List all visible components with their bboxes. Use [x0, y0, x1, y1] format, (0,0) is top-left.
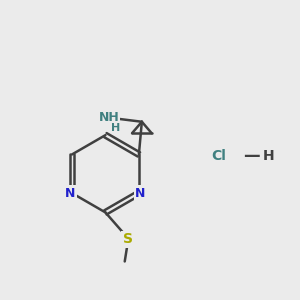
Text: S: S [123, 232, 133, 246]
Text: —: — [243, 147, 260, 165]
Text: Cl: Cl [211, 149, 226, 163]
Text: N: N [65, 187, 76, 200]
Text: H: H [111, 123, 120, 133]
Text: NH: NH [99, 111, 119, 124]
Text: N: N [135, 187, 146, 200]
Text: H: H [263, 149, 275, 163]
